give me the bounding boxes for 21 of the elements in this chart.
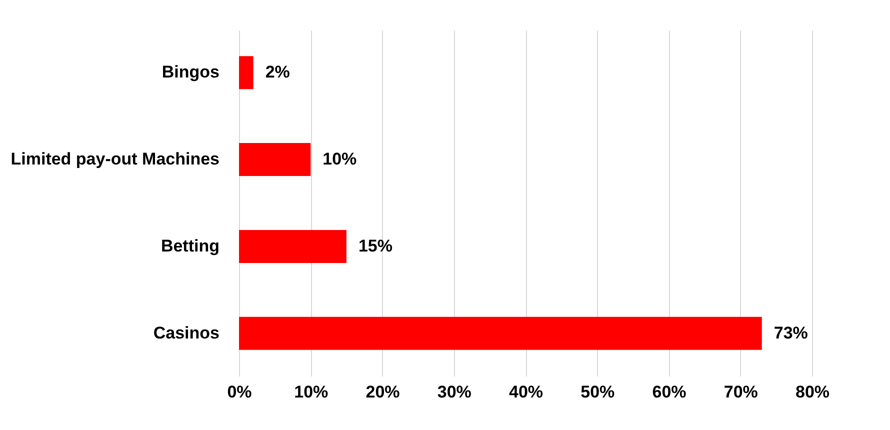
x-tick-label: 0% [227, 382, 252, 402]
bar [239, 316, 762, 350]
x-tick-label: 50% [580, 382, 615, 402]
x-tick-label: 80% [795, 382, 830, 402]
x-tick-label: 60% [652, 382, 686, 402]
bar [239, 56, 254, 90]
data-label: 10% [322, 150, 357, 169]
data-label: 73% [774, 323, 808, 342]
x-tick-label: 70% [724, 382, 758, 402]
x-tick-label: 30% [437, 382, 472, 402]
y-tick-label: Bingos [162, 62, 220, 82]
x-tick-label: 40% [508, 382, 544, 402]
bar [239, 143, 311, 176]
x-tick-label: 20% [366, 382, 400, 402]
data-label: 15% [358, 236, 392, 256]
data-label: 2% [265, 62, 290, 82]
y-tick-label: Betting [160, 236, 220, 256]
y-tick-label: Limited pay-out Machines [10, 150, 220, 169]
bar [239, 230, 346, 263]
y-tick-label: Casinos [153, 323, 220, 342]
x-tick-label: 10% [294, 382, 328, 402]
